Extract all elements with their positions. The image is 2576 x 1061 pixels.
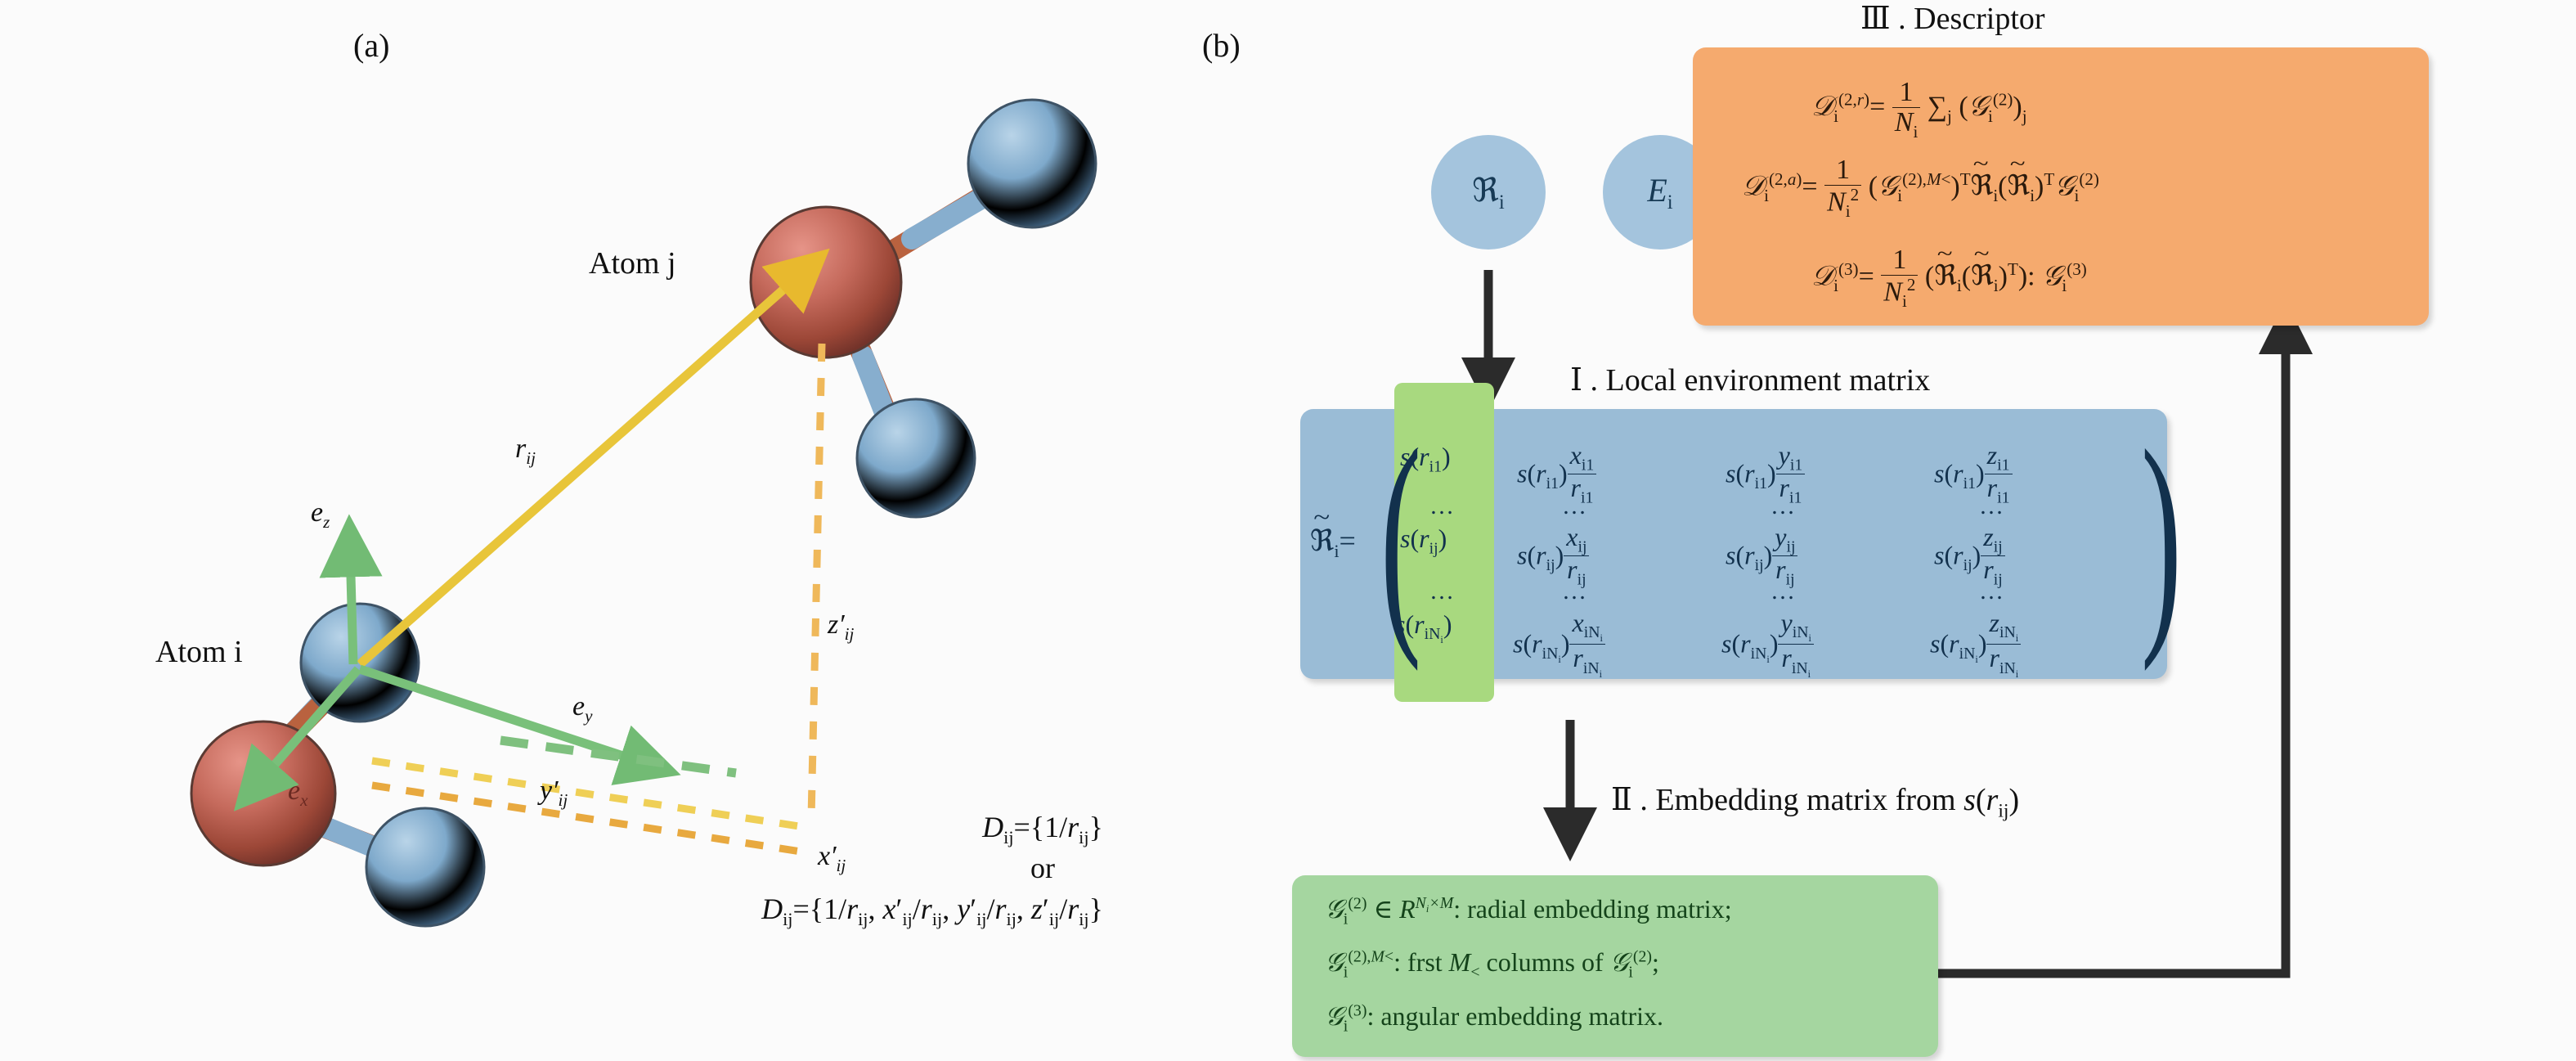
e-z-axis-label: ez xyxy=(311,497,330,532)
matrix-cell-r3c4: s(riNi) ziNi riNi xyxy=(1930,609,2022,680)
matrix-dots-c1-b: … xyxy=(1429,578,1456,605)
r-ij-vector-label: rij xyxy=(515,434,536,468)
embedding-line-first-M: 𝒢i(2),M<: frst M< columns of 𝒢i(2); xyxy=(1325,947,1659,982)
matrix-left-paren: ( xyxy=(1380,400,1421,672)
e-x-axis-label: ex xyxy=(288,776,308,810)
matrix-dots-c2-b: … xyxy=(1562,578,1589,605)
matrix-dots-c1-a: … xyxy=(1429,492,1456,519)
section-III-title: Ⅲ . Descriptor xyxy=(1860,2,2045,36)
matrix-right-paren: ) xyxy=(2141,400,2182,672)
y-prime-projection-label: y′ij xyxy=(540,776,568,810)
matrix-cell-r2c2: s(rij) xij rij xyxy=(1517,523,1590,588)
panel-a: (a) xyxy=(0,0,1251,1061)
section-II-title: Ⅱ . Embedding matrix from s(rij) xyxy=(1611,783,2020,822)
section-I-title: Ⅰ . Local environment matrix xyxy=(1570,363,1931,398)
matrix-dots-c3-a: … xyxy=(1770,492,1797,519)
E-i-node-label: Ei xyxy=(1647,171,1673,214)
matrix-cell-r1c1: s(ri1) xyxy=(1400,442,1451,476)
descriptor-eq-radial: 𝒟i(2,r)= 1 Ni ∑j (𝒢i(2))j xyxy=(1811,77,2027,142)
local-env-matrix-lhs: ℜi= xyxy=(1310,524,1356,562)
e-y-axis-label: ey xyxy=(572,691,593,726)
descriptor-formula-a1: Dij={1/rij} xyxy=(982,811,1103,848)
z-prime-projection-label: z′ij xyxy=(828,609,855,644)
matrix-cell-r2c4: s(rij) zij rij xyxy=(1934,523,2005,588)
matrix-dots-c4-b: … xyxy=(1979,578,2006,605)
R-i-node[interactable]: ℜi xyxy=(1431,135,1546,250)
panel-a-graphics xyxy=(190,98,1097,928)
matrix-cell-r1c2: s(ri1) xi1 ri1 xyxy=(1517,441,1597,506)
embedding-matrix-box xyxy=(1292,875,1938,1057)
x-prime-projection-label: x′ij xyxy=(818,841,846,875)
R-i-node-label: ℜi xyxy=(1472,171,1505,214)
matrix-cell-r1c4: s(ri1) zi1 ri1 xyxy=(1934,441,2013,506)
matrix-cell-r3c3: s(riNi) yiNi riNi xyxy=(1721,609,1814,680)
matrix-cell-r3c1: s(riNi) xyxy=(1395,609,1452,646)
matrix-dots-c2-a: … xyxy=(1562,492,1589,519)
panel-b: (b) ℜi Ei Fitting net Ⅲ . Descriptor 𝒟i(… xyxy=(1169,0,2576,1061)
atom-i-label: Atom i xyxy=(155,635,243,669)
matrix-cell-r2c1: s(rij) xyxy=(1400,524,1447,558)
descriptor-formula-a2: Dij={1/rij, x′ij/rij, y′ij/rij, z′ij/rij… xyxy=(761,892,1103,930)
panel-a-tag: (a) xyxy=(353,27,390,64)
embedding-line-radial: 𝒢i(2) ∈ RNi×M: radial embedding matrix; xyxy=(1325,894,1732,928)
panel-b-tag: (b) xyxy=(1202,27,1241,64)
matrix-cell-r3c2: s(riNi) xiNi riNi xyxy=(1513,609,1605,680)
formula-or-label: or xyxy=(1030,852,1055,884)
matrix-dots-c4-a: … xyxy=(1979,492,2006,519)
descriptor-box xyxy=(1693,47,2429,326)
matrix-cell-r2c3: s(rij) yij rij xyxy=(1726,523,1798,588)
matrix-dots-c3-b: … xyxy=(1770,578,1797,605)
embedding-line-angular: 𝒢i(3): angular embedding matrix. xyxy=(1325,1001,1663,1036)
first-column-highlight xyxy=(1394,383,1494,702)
atom-j-label: Atom j xyxy=(589,246,676,281)
matrix-cell-r1c3: s(ri1) yi1 ri1 xyxy=(1726,441,1806,506)
